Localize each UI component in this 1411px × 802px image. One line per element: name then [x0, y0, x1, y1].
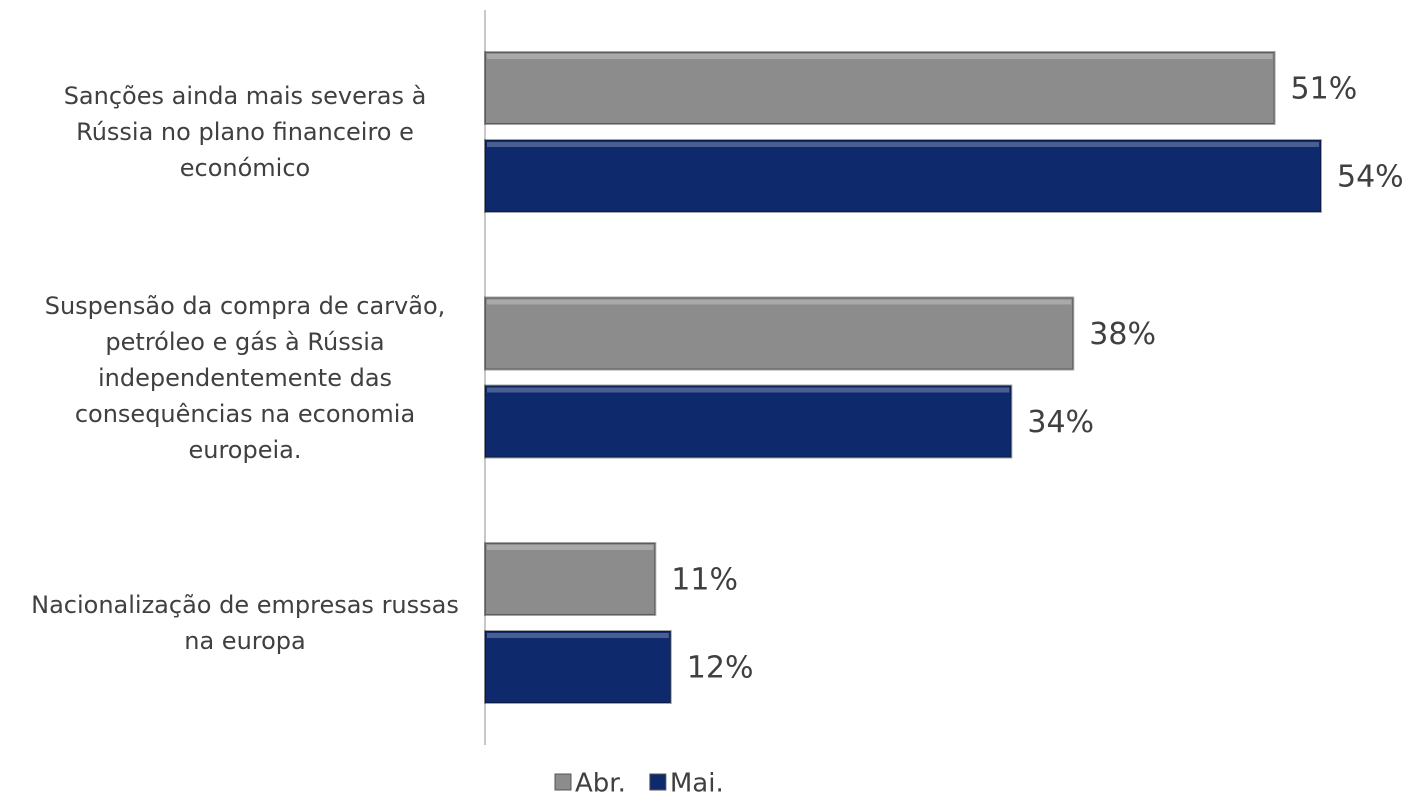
category-label: Nacionalização de empresas russas na eur…: [31, 591, 459, 655]
bar-highlight: [487, 633, 669, 638]
value-label: 38%: [1089, 317, 1156, 352]
value-label: 12%: [687, 651, 754, 686]
value-label: 34%: [1027, 405, 1094, 440]
category-label: Sanções ainda mais severas à Rússia no p…: [63, 82, 427, 182]
bar-highlight: [487, 142, 1319, 147]
bar-highlight: [487, 299, 1072, 305]
category-label: Suspensão da compra de carvão, petróleo …: [44, 291, 446, 464]
value-label: 54%: [1337, 160, 1404, 195]
bar: [484, 51, 1276, 125]
bar: [484, 630, 672, 704]
value-label: 51%: [1291, 72, 1358, 107]
value-label: 11%: [671, 563, 738, 598]
legend-label: Abr.: [575, 769, 626, 799]
bar: [484, 139, 1322, 213]
bar: [484, 542, 657, 616]
legend-label: Mai.: [670, 769, 724, 799]
bar: [484, 296, 1075, 371]
bar-highlight: [487, 54, 1273, 59]
bar: [484, 384, 1013, 459]
bar-highlight: [487, 387, 1010, 393]
legend-swatch: [649, 773, 667, 791]
bar-highlight: [487, 545, 654, 550]
legend-swatch: [554, 773, 572, 791]
